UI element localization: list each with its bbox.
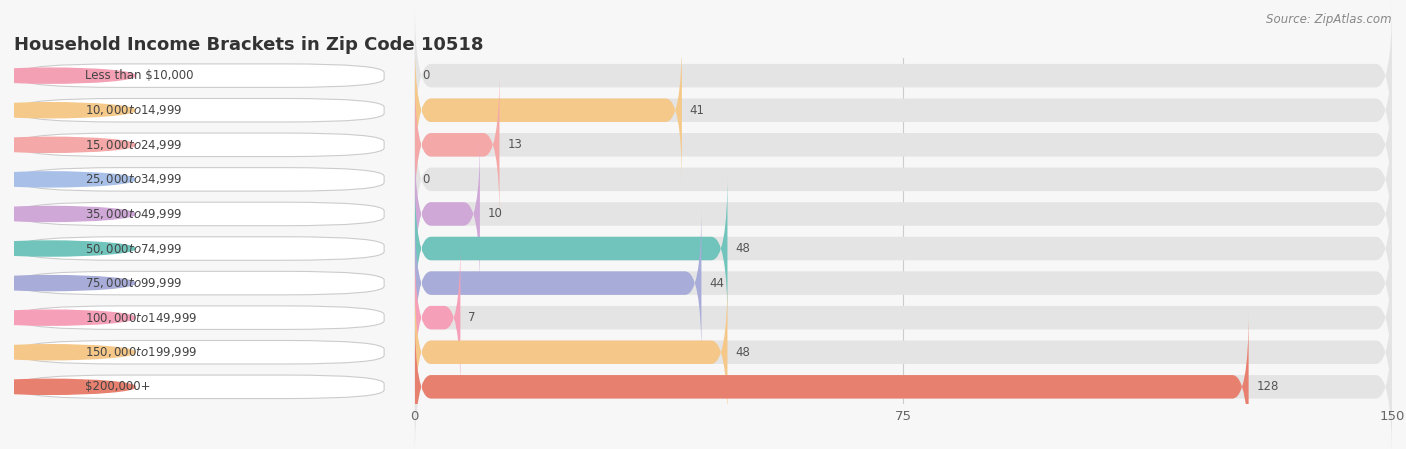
Text: Source: ZipAtlas.com: Source: ZipAtlas.com [1267, 13, 1392, 26]
Text: $100,000 to $149,999: $100,000 to $149,999 [84, 311, 197, 325]
Text: 13: 13 [508, 138, 522, 151]
FancyBboxPatch shape [415, 243, 460, 392]
FancyBboxPatch shape [22, 98, 384, 122]
FancyBboxPatch shape [415, 312, 1249, 449]
FancyBboxPatch shape [22, 306, 384, 330]
FancyBboxPatch shape [415, 277, 1392, 427]
FancyBboxPatch shape [415, 70, 1392, 220]
Circle shape [0, 207, 135, 221]
Text: $200,000+: $200,000+ [84, 380, 150, 393]
Text: $10,000 to $14,999: $10,000 to $14,999 [84, 103, 183, 117]
FancyBboxPatch shape [415, 277, 727, 427]
Text: 48: 48 [735, 346, 751, 359]
Circle shape [0, 241, 135, 256]
Circle shape [0, 310, 135, 325]
Text: 48: 48 [735, 242, 751, 255]
Text: $75,000 to $99,999: $75,000 to $99,999 [84, 276, 183, 290]
FancyBboxPatch shape [415, 208, 1392, 358]
Text: $15,000 to $24,999: $15,000 to $24,999 [84, 138, 183, 152]
FancyBboxPatch shape [415, 35, 682, 185]
FancyBboxPatch shape [415, 105, 1392, 254]
FancyBboxPatch shape [22, 202, 384, 226]
FancyBboxPatch shape [415, 208, 702, 358]
Text: 0: 0 [423, 173, 430, 186]
Text: Household Income Brackets in Zip Code 10518: Household Income Brackets in Zip Code 10… [14, 36, 484, 54]
Circle shape [0, 137, 135, 152]
FancyBboxPatch shape [415, 139, 1392, 289]
FancyBboxPatch shape [22, 167, 384, 191]
Circle shape [0, 68, 135, 83]
Circle shape [0, 276, 135, 291]
FancyBboxPatch shape [22, 271, 384, 295]
Text: Less than $10,000: Less than $10,000 [84, 69, 194, 82]
Text: 41: 41 [690, 104, 704, 117]
Text: $25,000 to $34,999: $25,000 to $34,999 [84, 172, 183, 186]
FancyBboxPatch shape [22, 375, 384, 399]
Circle shape [0, 172, 135, 187]
Text: $50,000 to $74,999: $50,000 to $74,999 [84, 242, 183, 255]
Text: 0: 0 [423, 69, 430, 82]
Text: 128: 128 [1257, 380, 1279, 393]
FancyBboxPatch shape [22, 64, 384, 88]
FancyBboxPatch shape [22, 133, 384, 157]
Circle shape [0, 379, 135, 394]
Text: 44: 44 [709, 277, 724, 290]
FancyBboxPatch shape [415, 312, 1392, 449]
FancyBboxPatch shape [415, 174, 727, 323]
Circle shape [0, 103, 135, 118]
FancyBboxPatch shape [415, 1, 1392, 150]
FancyBboxPatch shape [415, 70, 499, 220]
FancyBboxPatch shape [22, 237, 384, 260]
FancyBboxPatch shape [415, 139, 479, 289]
FancyBboxPatch shape [415, 174, 1392, 323]
FancyBboxPatch shape [415, 35, 1392, 185]
Text: $35,000 to $49,999: $35,000 to $49,999 [84, 207, 183, 221]
Text: 7: 7 [468, 311, 475, 324]
Circle shape [0, 345, 135, 360]
FancyBboxPatch shape [415, 243, 1392, 392]
Text: $150,000 to $199,999: $150,000 to $199,999 [84, 345, 197, 359]
FancyBboxPatch shape [22, 340, 384, 364]
Text: 10: 10 [488, 207, 502, 220]
